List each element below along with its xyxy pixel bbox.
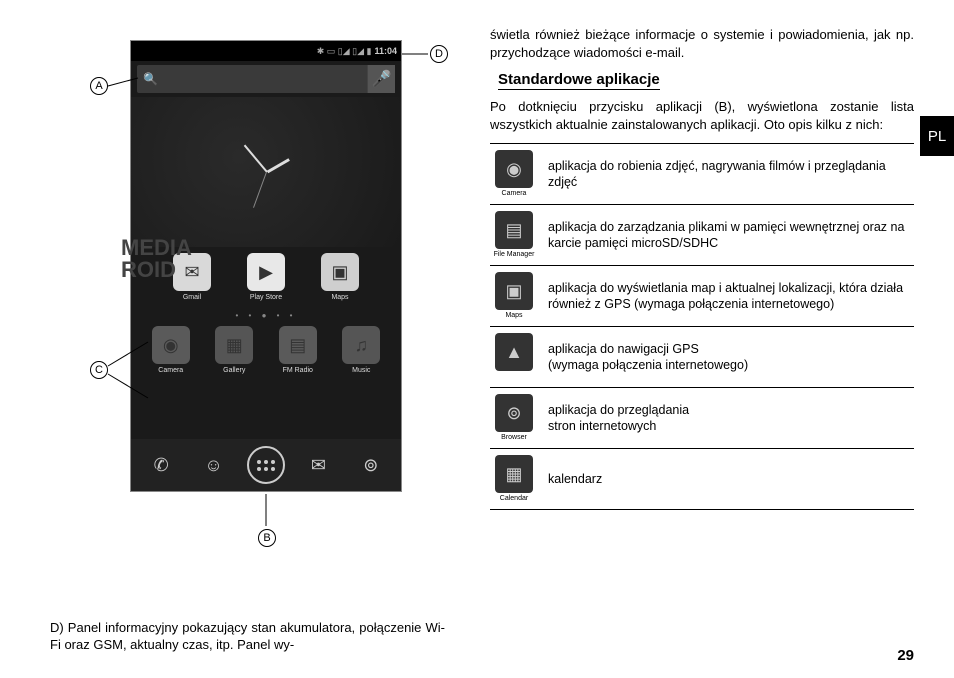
app-label: Gallery xyxy=(206,367,262,374)
home-app-fm-radio[interactable]: ▤ FM Radio xyxy=(270,326,326,374)
row-desc: aplikacja do wyświetlania map i aktualne… xyxy=(538,272,914,320)
app-label: Music xyxy=(333,367,389,374)
dock-contacts[interactable]: ☺ xyxy=(194,445,234,485)
dock-phone[interactable]: ✆ xyxy=(141,445,181,485)
app-icon: ▤ xyxy=(279,326,317,364)
dock: ✆ ☺ ✉ ⊚ xyxy=(131,439,401,491)
right-column: świetla również bieżące informacje o sys… xyxy=(470,20,914,658)
dock-apps[interactable] xyxy=(246,445,286,485)
row-desc: aplikacja do zarządzania plikami w pamię… xyxy=(538,211,914,259)
dock-browser[interactable]: ⊚ xyxy=(351,445,391,485)
status-icons: ✱ ▭ ▯◢ ▯◢ ▮ xyxy=(317,46,372,57)
clock-widget: MEDIA ROID xyxy=(131,97,401,247)
page-number: 29 xyxy=(897,647,914,664)
manual-page: ✱ ▭ ▯◢ ▯◢ ▮ 11:04 🔍 🎤 MEDIA ROID xyxy=(0,0,954,678)
callout-C: C xyxy=(90,360,108,379)
table-row: ◉Cameraaplikacja do robienia zdjęć, nagr… xyxy=(490,143,914,204)
wallpaper-line1: MEDIA xyxy=(121,237,192,259)
row-desc: aplikacja do robienia zdjęć, nagrywania … xyxy=(538,150,914,198)
intro-continuation: świetla również bieżące informacje o sys… xyxy=(490,26,914,61)
status-time: 11:04 xyxy=(374,46,397,56)
table-row: ⊚Browseraplikacja do przeglądaniastron i… xyxy=(490,387,914,448)
home-app-gallery[interactable]: ▦ Gallery xyxy=(206,326,262,374)
left-column: ✱ ▭ ▯◢ ▯◢ ▮ 11:04 🔍 🎤 MEDIA ROID xyxy=(50,20,470,658)
row-icon: ▤File Manager xyxy=(490,211,538,258)
home-app-maps[interactable]: ▣ Maps xyxy=(312,253,368,301)
search-icon: 🔍 xyxy=(143,72,158,86)
page-indicator: • • ● • • xyxy=(131,311,401,320)
row-icon: ▦Calendar xyxy=(490,455,538,502)
phone-screenshot: ✱ ▭ ▯◢ ▯◢ ▮ 11:04 🔍 🎤 MEDIA ROID xyxy=(130,40,402,492)
status-bar: ✱ ▭ ▯◢ ▯◢ ▮ 11:04 xyxy=(131,41,401,61)
row-desc: aplikacja do przeglądaniastron interneto… xyxy=(538,394,914,442)
search-bar[interactable]: 🔍 🎤 xyxy=(137,65,395,93)
text-d: D) Panel informacyjny pokazujący stan ak… xyxy=(50,619,445,654)
mic-icon[interactable]: 🎤 xyxy=(367,65,395,93)
table-row: ▣Mapsaplikacja do wyświetlania map i akt… xyxy=(490,265,914,326)
app-label: Camera xyxy=(143,367,199,374)
row-desc: aplikacja do nawigacji GPS(wymaga połącz… xyxy=(538,333,914,381)
row-icon: ◉Camera xyxy=(490,150,538,197)
app-label: Play Store xyxy=(238,294,294,301)
app-icon: ▦ xyxy=(215,326,253,364)
app-icon: ◉ xyxy=(152,326,190,364)
table-row: ▲aplikacja do nawigacji GPS(wymaga połąc… xyxy=(490,326,914,387)
app-table: ◉Cameraaplikacja do robienia zdjęć, nagr… xyxy=(490,143,914,510)
callout-B: B xyxy=(258,528,276,547)
language-tab: PL xyxy=(920,116,954,156)
row-icon: ▣Maps xyxy=(490,272,538,319)
app-icon: ▣ xyxy=(321,253,359,291)
home-app-play-store[interactable]: ▶ Play Store xyxy=(238,253,294,301)
row-icon: ⊚Browser xyxy=(490,394,538,441)
callout-A: A xyxy=(90,76,108,95)
app-label: Gmail xyxy=(164,294,220,301)
home-app-music[interactable]: ♫ Music xyxy=(333,326,389,374)
section-intro: Po dotknięciu przycisku aplikacji (B), w… xyxy=(490,98,914,133)
row-desc: kalendarz xyxy=(538,455,914,503)
dock-messaging[interactable]: ✉ xyxy=(298,445,338,485)
apps-icon xyxy=(247,446,285,484)
callout-D: D xyxy=(430,44,448,63)
wallpaper-line2: ROID xyxy=(121,259,192,281)
app-icon: ▶ xyxy=(247,253,285,291)
app-row-2: ◉ Camera ▦ Gallery ▤ FM Radio ♫ Music xyxy=(131,320,401,380)
app-label: FM Radio xyxy=(270,367,326,374)
app-label: Maps xyxy=(312,294,368,301)
table-row: ▤File Manageraplikacja do zarządzania pl… xyxy=(490,204,914,265)
app-icon: ♫ xyxy=(342,326,380,364)
row-icon: ▲ xyxy=(490,333,538,373)
table-row: ▦Calendarkalendarz xyxy=(490,448,914,510)
home-app-camera[interactable]: ◉ Camera xyxy=(143,326,199,374)
section-heading: Standardowe aplikacje xyxy=(498,71,660,90)
